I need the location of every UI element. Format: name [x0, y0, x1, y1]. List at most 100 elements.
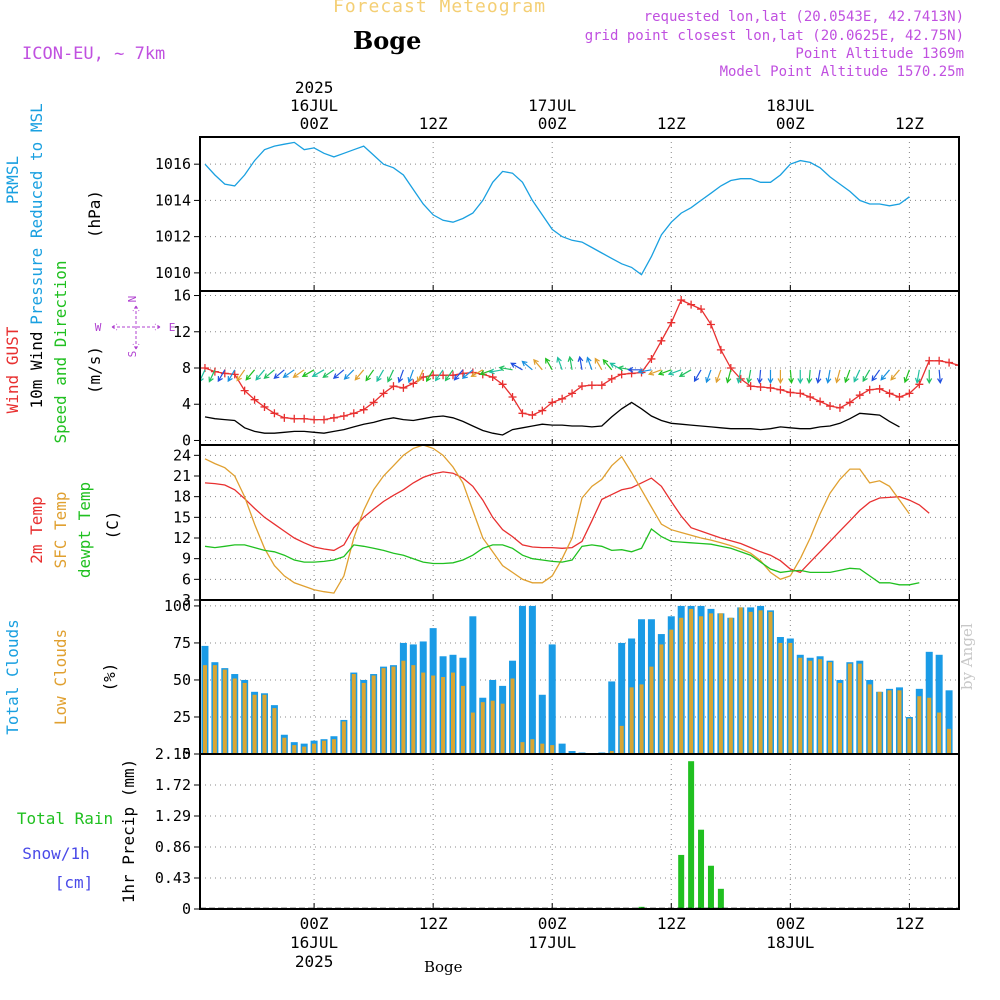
- wind-point-marker: [806, 392, 815, 401]
- wind-point-marker: [419, 373, 428, 382]
- wind-point-marker: [786, 388, 795, 397]
- panel-axis-label: dewpt Temp: [75, 482, 94, 578]
- low-cloud-bar: [322, 740, 327, 754]
- requested-coords: requested lon,lat (20.0543E, 42.7413N): [643, 9, 964, 25]
- low-cloud-bar: [242, 682, 247, 754]
- wind-point-marker: [300, 414, 309, 423]
- precip-ytick-label: 1.29: [155, 807, 191, 825]
- compass-rose: N S W E: [95, 296, 176, 358]
- wind-point-marker: [558, 394, 567, 403]
- wind-point-marker: [697, 305, 706, 314]
- wind-direction-arrow: [797, 369, 804, 385]
- wind-direction-arrow: [880, 369, 891, 381]
- wind-ytick-label: 16: [173, 287, 191, 305]
- wind-direction-arrow: [273, 369, 285, 379]
- wind-direction-arrow: [715, 369, 722, 384]
- bottom-time-label: 00Z: [538, 914, 567, 933]
- low-cloud-bar: [252, 694, 257, 754]
- bottom-time-label: 00Z: [776, 914, 805, 933]
- wind-point-marker: [379, 389, 388, 398]
- wind-direction-arrow: [627, 366, 642, 373]
- top-time-label: 18JUL: [766, 96, 814, 115]
- low-cloud-bar: [629, 687, 634, 754]
- wind-direction-arrow: [217, 369, 226, 383]
- wind-direction-arrow: [871, 369, 881, 382]
- low-cloud-bar: [927, 697, 932, 754]
- wind-point-marker: [617, 370, 626, 379]
- wind-direction-arrow: [788, 369, 795, 385]
- wind-point-marker: [607, 374, 616, 383]
- pressure-plot: [204, 141, 910, 276]
- low-cloud-bar: [808, 660, 813, 754]
- low-cloud-bar: [847, 663, 852, 754]
- total-cloud-bar: [618, 642, 626, 754]
- low-cloud-bar: [659, 644, 664, 754]
- wind-point-marker: [687, 300, 696, 309]
- compass-n: N: [126, 296, 139, 303]
- wind-direction-arrow: [844, 369, 851, 384]
- wind-point-marker: [845, 398, 854, 407]
- low-cloud-bar: [222, 669, 227, 754]
- wind-point-marker: [339, 412, 348, 421]
- wind-point-marker: [766, 383, 775, 392]
- wind-direction-arrow: [926, 369, 933, 385]
- low-cloud-bar: [708, 613, 713, 754]
- low-cloud-bar: [520, 742, 525, 754]
- panel-axis-label: Speed and Direction: [51, 260, 70, 443]
- wind-direction-arrow: [236, 369, 246, 382]
- low-cloud-bar: [272, 708, 277, 754]
- wind-direction-arrow: [365, 369, 375, 382]
- wind-direction-arrow: [678, 369, 692, 377]
- wind-point-marker: [349, 409, 358, 418]
- model-altitude: Model Point Altitude 1570.25m: [719, 64, 964, 80]
- total-cloud-bar: [935, 654, 943, 754]
- wind-direction-arrow: [693, 369, 702, 383]
- wind-point-marker: [677, 296, 686, 305]
- temp-ytick-label: 15: [173, 508, 191, 526]
- panel-axis-label: PRMSL: [3, 156, 22, 204]
- top-time-label: 2025: [295, 78, 334, 97]
- low-cloud-bar: [312, 743, 317, 754]
- wind-point-marker: [826, 402, 835, 411]
- total-cloud-bar: [469, 616, 477, 754]
- rain-legend-label: Total Rain: [17, 809, 113, 828]
- wind-direction-arrow: [245, 369, 256, 381]
- low-cloud-bar: [411, 665, 416, 754]
- low-cloud-bar: [857, 663, 862, 754]
- wind-point-marker: [945, 358, 954, 367]
- wind-point-marker: [369, 398, 378, 407]
- wind-point-marker: [955, 361, 959, 370]
- wind-point-marker: [508, 392, 517, 401]
- low-cloud-bar: [798, 657, 803, 754]
- top-time-label: 12Z: [657, 114, 686, 133]
- wind-point-marker: [409, 379, 418, 388]
- wind-point-marker: [855, 391, 864, 400]
- wind-direction-arrow: [853, 369, 861, 383]
- wind-direction-arrow: [834, 369, 841, 384]
- wind-direction-arrow: [637, 368, 652, 375]
- wind-direction-arrow: [746, 369, 752, 384]
- wind-direction-arrow: [602, 358, 613, 371]
- low-cloud-bar: [540, 743, 545, 754]
- low-cloud-bar: [550, 745, 555, 754]
- low-cloud-bar: [699, 616, 704, 754]
- low-cloud-bar: [689, 608, 694, 754]
- top-time-label: 12Z: [419, 114, 448, 133]
- panel-axis-label: Low Clouds: [51, 629, 70, 725]
- clouds-plot: [201, 605, 953, 754]
- wind-point-marker: [776, 385, 785, 394]
- temp-series-line: [204, 445, 910, 594]
- precip-ytick-label: 2.15: [155, 745, 191, 763]
- wind-direction-arrow: [736, 369, 743, 384]
- clouds-ytick-label: 50: [173, 671, 191, 689]
- bottom-time-label: 17JUL: [528, 933, 576, 952]
- wind-direction-arrow: [647, 369, 662, 376]
- wind-direction-arrow: [767, 369, 774, 385]
- wind-direction-arrow: [311, 369, 325, 377]
- low-cloud-bar: [669, 629, 674, 754]
- wind-direction-arrow: [521, 360, 533, 371]
- low-cloud-bar: [381, 668, 386, 754]
- wind-point-marker: [329, 413, 338, 422]
- top-time-label: 17JUL: [528, 96, 576, 115]
- wind-point-marker: [756, 383, 765, 392]
